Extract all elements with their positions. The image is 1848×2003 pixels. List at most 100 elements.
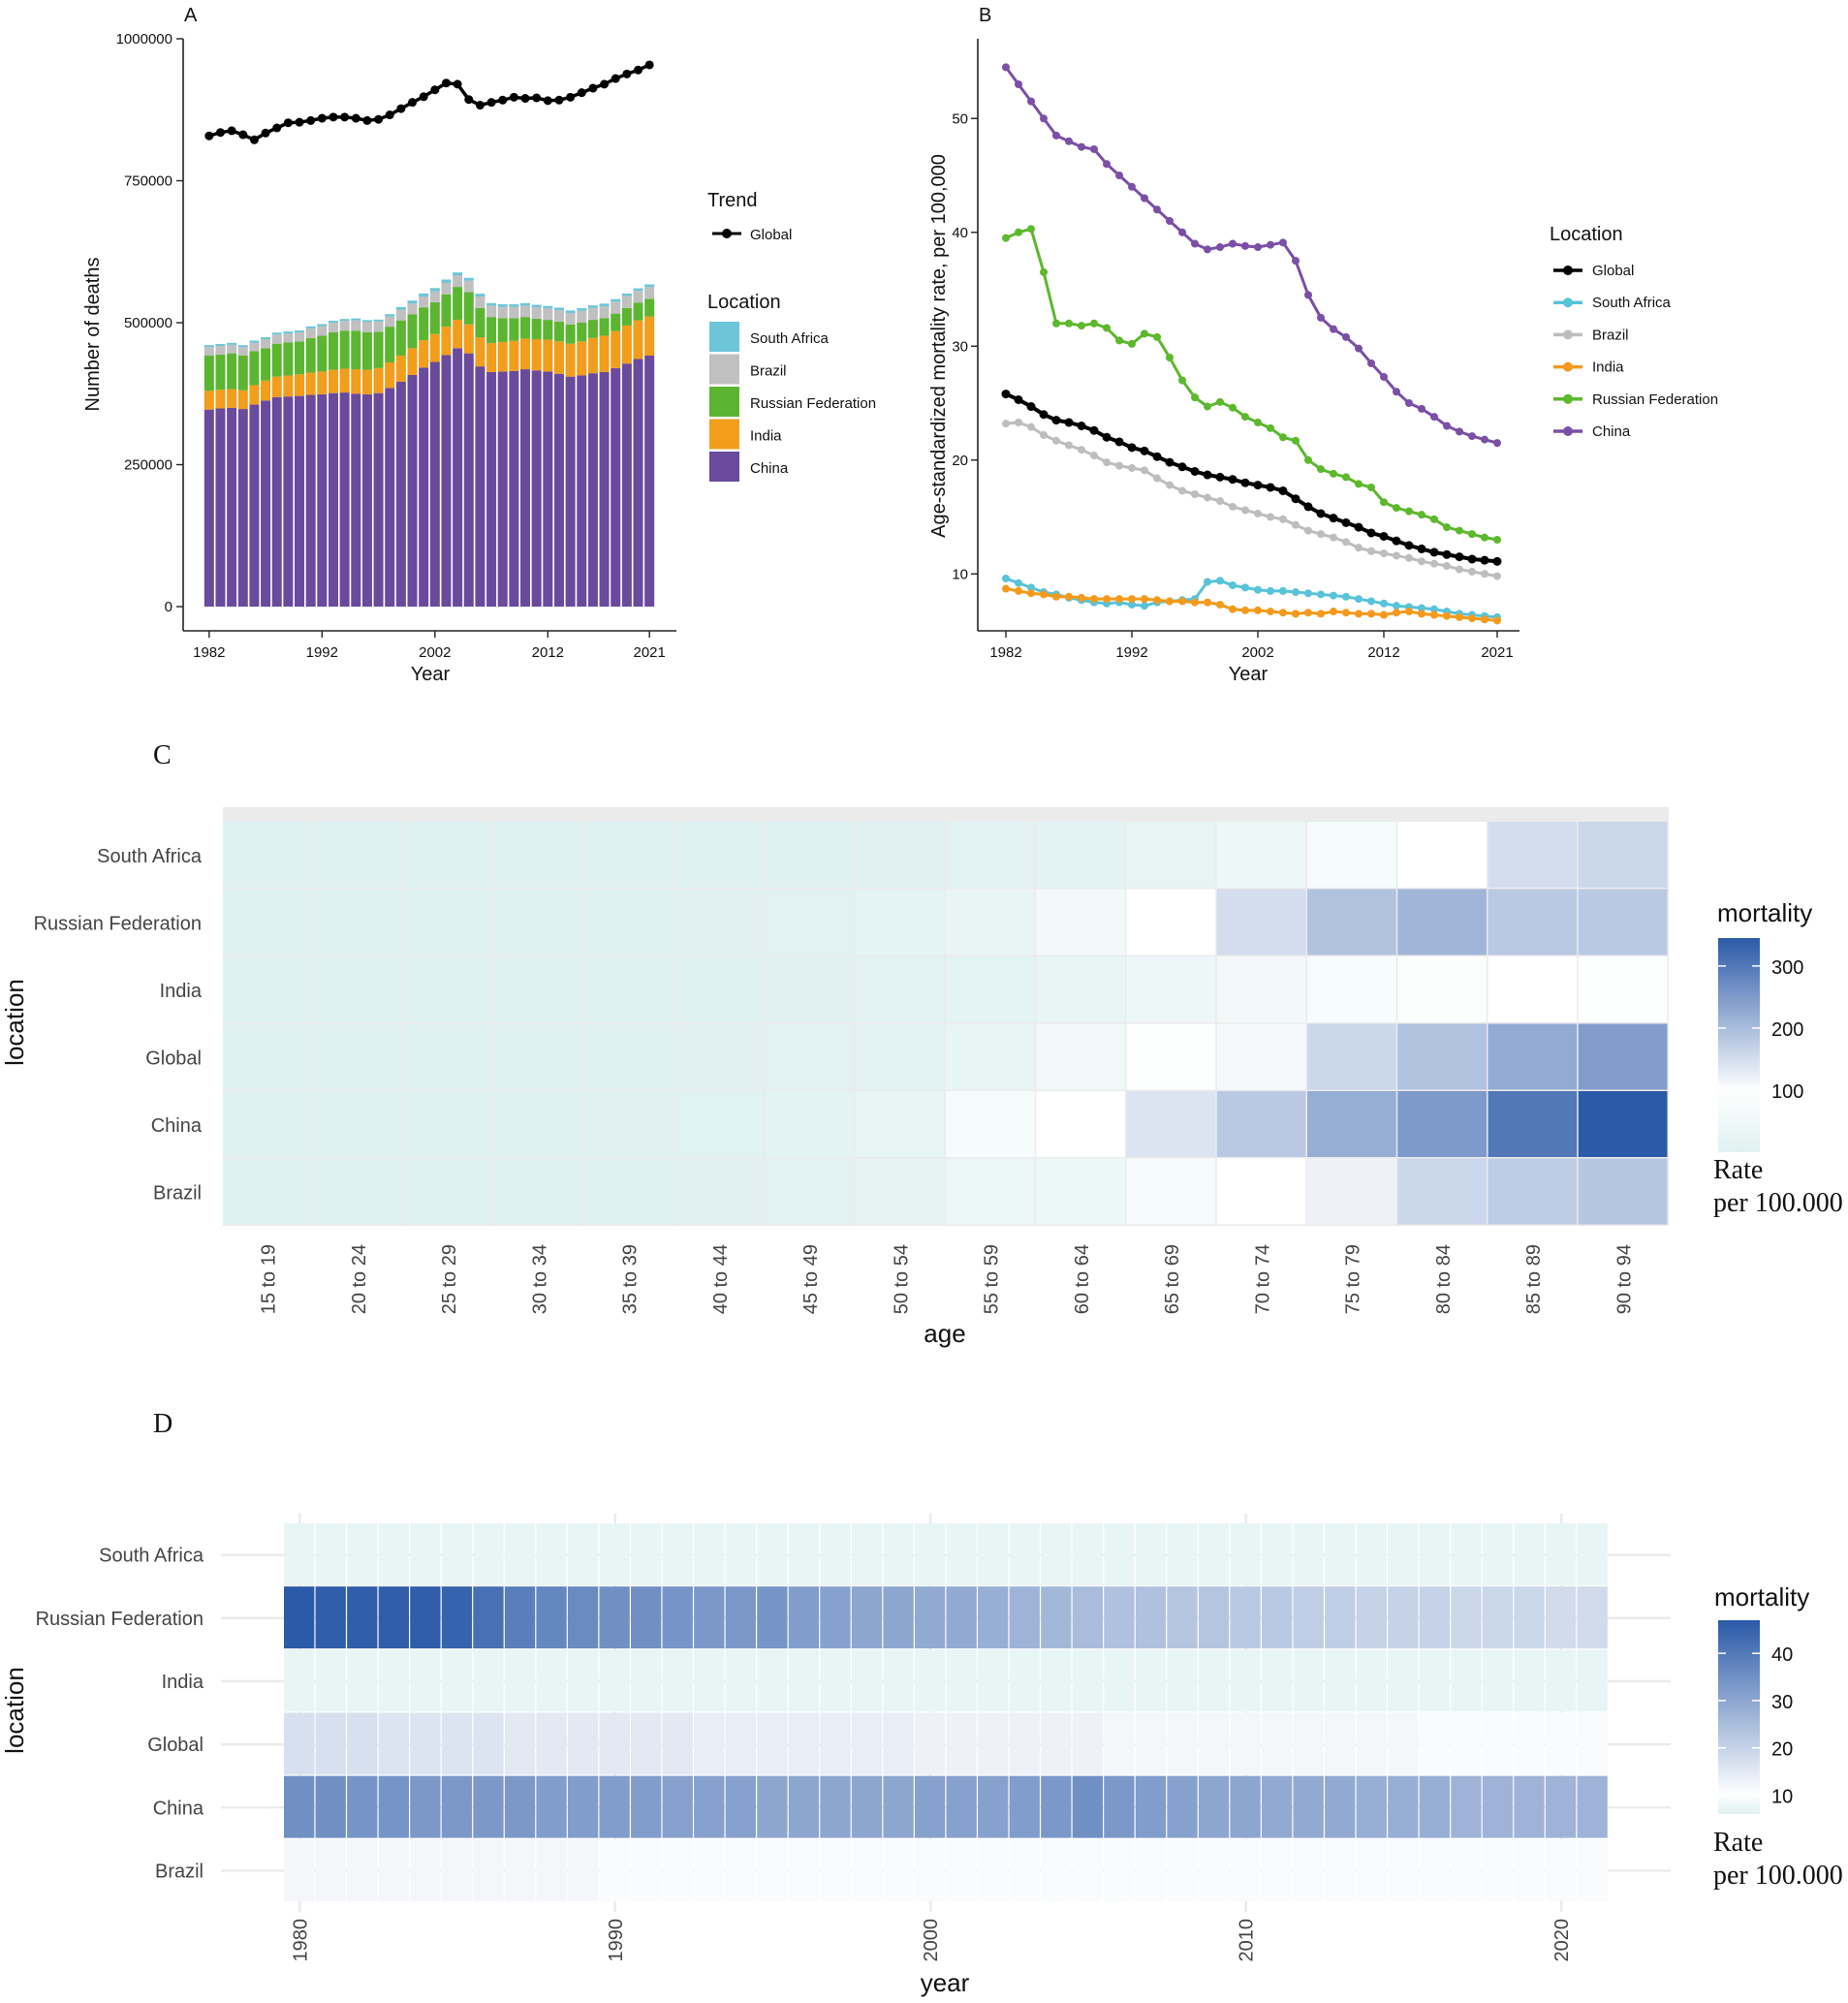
bar-brazil-1984 (227, 344, 237, 354)
point-india-1999 (1216, 600, 1224, 609)
cell-russian-federation-1980 (284, 1586, 315, 1649)
bar-south-africa-2014 (565, 310, 576, 314)
point-brazil-2018 (1456, 565, 1463, 574)
point-china-2001 (1241, 241, 1249, 250)
cell-south-africa-2010 (1230, 1523, 1261, 1585)
cell-global-60-to-64 (1036, 1023, 1125, 1090)
cell-china-60-to-64 (1036, 1091, 1125, 1157)
bar-india-2012 (543, 339, 553, 372)
cell-brazil-90-to-94 (1578, 1158, 1668, 1225)
point-china-2008 (1330, 325, 1337, 333)
cell-global-2004 (1041, 1712, 1072, 1775)
cell-global-2010 (1230, 1712, 1261, 1775)
cell-china-1996 (788, 1775, 820, 1838)
x-tick-label-70-to-74: 70 to 74 (1252, 1244, 1273, 1314)
point-brazil-1982 (1002, 420, 1010, 428)
cell-global-1981 (315, 1712, 346, 1775)
bar-south-africa-1993 (328, 320, 338, 323)
cell-south-africa-1982 (347, 1523, 378, 1585)
cell-india-1980 (284, 1649, 315, 1712)
cell-china-2020 (1545, 1775, 1577, 1838)
cell-brazil-2007 (1135, 1838, 1167, 1901)
cell-russian-federation-2006 (1104, 1586, 1135, 1649)
cell-global-1986 (473, 1712, 504, 1775)
cell-china-2014 (1356, 1775, 1387, 1838)
panel-a-x-ticks: 1982 1992 2002 2012 2021 (193, 631, 666, 661)
bar-russian-federation-1995 (351, 330, 361, 370)
cell-india-1985 (441, 1649, 473, 1712)
cell-india-50-to-54 (855, 956, 945, 1022)
panel-label-b: B (979, 5, 991, 26)
cell-brazil-2021 (1577, 1838, 1608, 1901)
point-south-africa-2010 (1355, 595, 1363, 604)
point-global-2000 (1228, 475, 1237, 485)
point-russian-federation-2016 (1430, 515, 1438, 523)
cell-india-2013 (1325, 1649, 1356, 1712)
point-india-2011 (1367, 610, 1375, 618)
legend-point-brazil (1563, 329, 1573, 340)
panel-d-legend-caption-1: Rate (1713, 1828, 1763, 1858)
cell-china-85-to-89 (1488, 1091, 1578, 1157)
cell-india-2017 (1451, 1649, 1482, 1712)
bar-india-1994 (339, 368, 350, 393)
cell-russian-federation-2002 (978, 1586, 1009, 1649)
point-brazil-1995 (1166, 481, 1174, 489)
point-india-2009 (1342, 609, 1350, 617)
bar-russian-federation-1998 (385, 327, 395, 363)
x-tick-label-2002: 2002 (1241, 644, 1273, 661)
global-point-2001 (419, 92, 428, 102)
bar-china-2007 (486, 371, 497, 607)
legend-label-india: India (1592, 360, 1624, 376)
panel-b-y-label: Age-standardized mortality rate, per 100… (928, 154, 950, 538)
point-india-2008 (1330, 608, 1337, 616)
point-global-2021 (1492, 556, 1502, 566)
cell-brazil-85-to-89 (1488, 1158, 1578, 1225)
cell-brazil-2019 (1514, 1838, 1545, 1901)
panel-a-legend-swatches: South Africa Brazil Russian Federation Indi… (709, 322, 876, 482)
cell-russian-federation-1989 (567, 1586, 599, 1649)
bar-china-2009 (509, 370, 519, 607)
cell-south-africa-1994 (725, 1523, 757, 1585)
bar-india-1988 (271, 376, 282, 397)
global-point-1995 (351, 113, 360, 123)
bar-russian-federation-2016 (587, 320, 598, 338)
bar-brazil-1982 (204, 347, 214, 356)
cell-china-1985 (441, 1775, 473, 1838)
cell-china-2007 (1135, 1775, 1167, 1838)
cell-india-2009 (1198, 1649, 1230, 1712)
point-south-africa-2004 (1279, 586, 1287, 595)
cell-south-africa-25-to-29 (403, 822, 493, 888)
point-india-2015 (1418, 610, 1425, 618)
panel-b-chart: 10 20 30 40 50 1982 1992 2002 2012 2021 Year Age… (928, 39, 1718, 685)
line-brazil (1005, 421, 1498, 579)
point-brazil-1988 (1078, 446, 1085, 454)
panel-label-d: D (153, 1409, 172, 1439)
point-brazil-2009 (1342, 538, 1350, 547)
bar-india-2008 (497, 341, 508, 372)
bar-south-africa-2012 (543, 305, 553, 309)
cell-india-2003 (1009, 1649, 1040, 1712)
global-point-1983 (215, 128, 225, 138)
cell-global-55-to-59 (946, 1023, 1035, 1090)
cell-south-africa-2011 (1261, 1523, 1293, 1585)
panel-b-y-ticks: 10 20 30 40 50 (952, 110, 978, 582)
cell-south-africa-1992 (662, 1523, 693, 1585)
cell-russian-federation-1998 (851, 1586, 883, 1649)
point-china-1986 (1052, 131, 1060, 140)
bar-india-1982 (204, 391, 214, 410)
point-global-1993 (1140, 446, 1149, 455)
point-india-1985 (1040, 590, 1048, 599)
point-china-1990 (1103, 160, 1111, 169)
cell-india-1992 (662, 1649, 693, 1712)
global-point-1982 (204, 131, 214, 141)
panel-c-cells (223, 822, 1668, 1225)
point-china-2016 (1430, 413, 1438, 422)
point-china-2009 (1342, 332, 1350, 341)
legend-global-point-swatch (722, 229, 732, 238)
point-brazil-2013 (1393, 551, 1400, 560)
point-china-2004 (1279, 238, 1287, 247)
legend-tick-label-40: 40 (1771, 1644, 1793, 1666)
y-tick-label-china: China (151, 1115, 203, 1137)
cell-russian-federation-1990 (599, 1586, 630, 1649)
bar-china-2015 (577, 375, 587, 607)
